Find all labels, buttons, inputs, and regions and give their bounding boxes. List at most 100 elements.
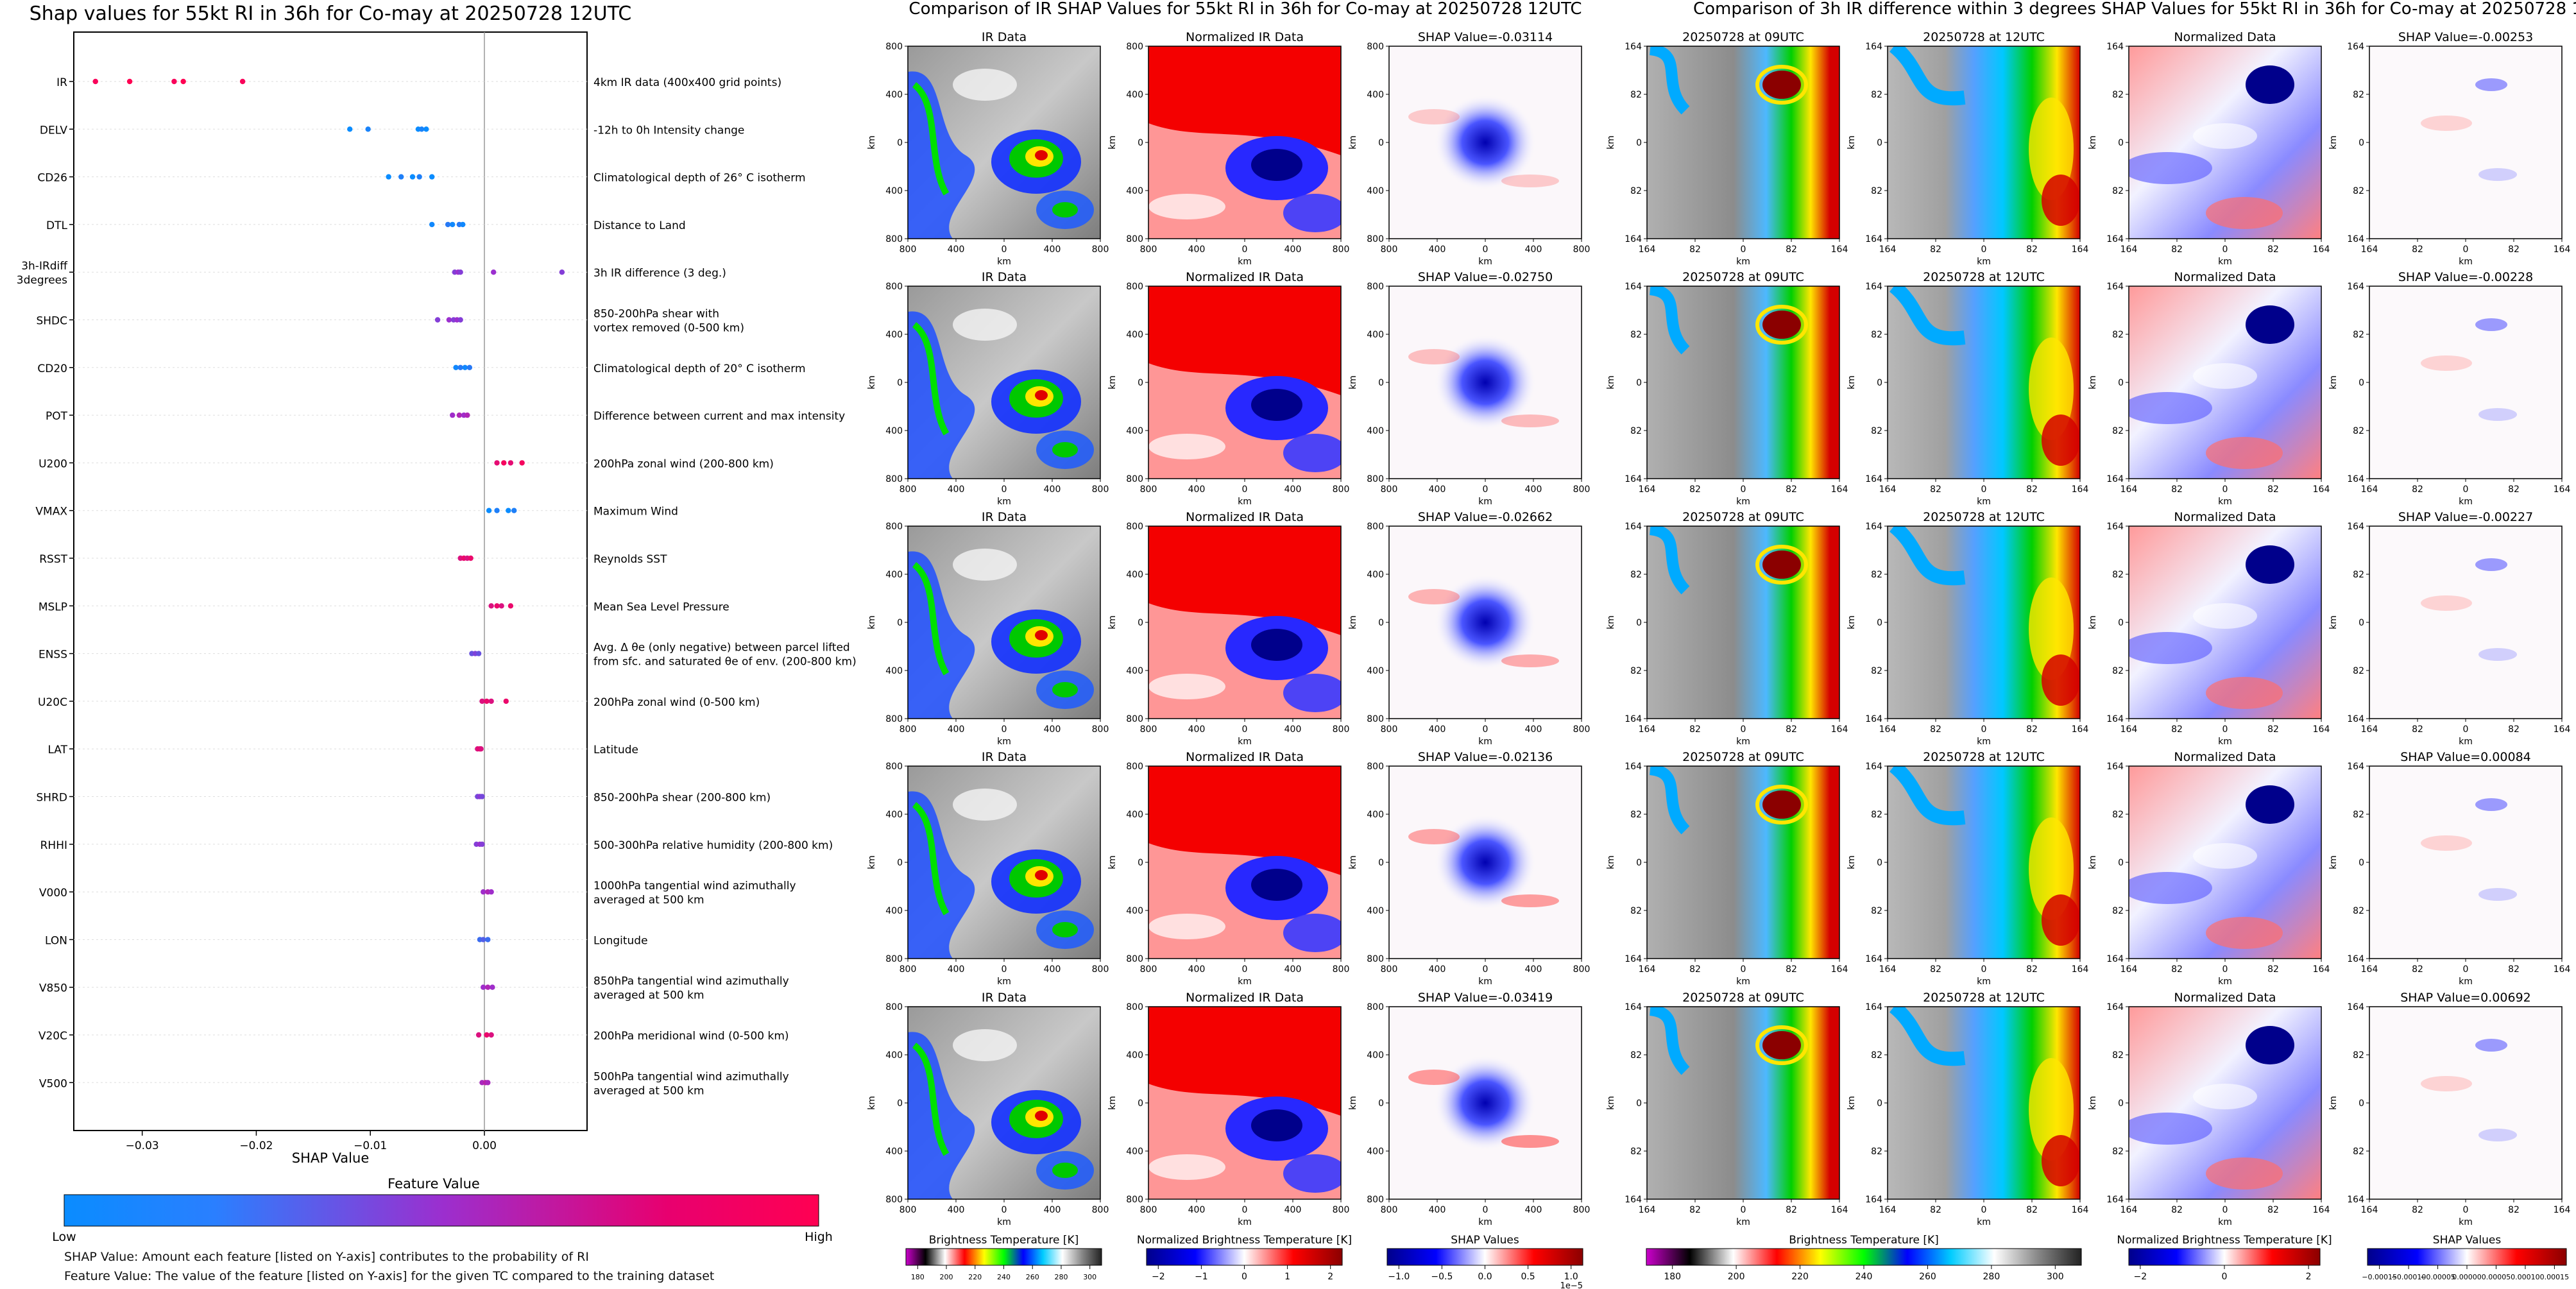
x-tick-label: 0 [1981, 484, 1987, 495]
panel-norm: Normalized IR Data8008004004000040040080… [1107, 270, 1349, 507]
colorbar-tick-label: 2 [2306, 1272, 2312, 1282]
x-tick-label: 400 [1429, 484, 1446, 495]
shap-point [456, 412, 463, 418]
panel-title: 20250728 at 09UTC [1682, 30, 1804, 44]
x-tick-label: 0 [1741, 244, 1746, 255]
y-tick-label: 164 [1865, 42, 1882, 52]
panel-image [1389, 46, 1582, 239]
y-tick-label: 164 [1865, 474, 1882, 484]
feature-description: Difference between current and max inten… [593, 410, 845, 423]
y-tick-label: 82 [2112, 666, 2124, 676]
x-axis-label: km [1977, 1217, 1991, 1227]
y-axis-label: km [1847, 135, 1857, 149]
panel-title: Normalized Data [2174, 30, 2276, 44]
y-tick-label: 0 [1138, 618, 1143, 628]
y-tick-label: 0 [1378, 138, 1384, 148]
feature-name: CD26 [37, 172, 67, 185]
x-tick-label: 400 [948, 1205, 965, 1215]
shap-summary-chart: Shap values for 55kt RI in 36h for Co-ma… [17, 3, 857, 1244]
y-tick-label: 164 [1865, 714, 1882, 724]
feature-description: 1000hPa tangential wind azimuthally [593, 880, 796, 892]
x-tick-label: 0 [1981, 244, 1987, 255]
panel-title: SHAP Value=-0.02662 [1418, 510, 1553, 524]
ir-comparison-title: Comparison of IR SHAP Values for 55kt RI… [908, 0, 1582, 19]
colorbar-tick-label: −2 [1152, 1272, 1165, 1282]
panel-shap3h: SHAP Value=0.006921641648282008282164164… [2328, 991, 2570, 1227]
x-tick-label: 82 [2171, 964, 2183, 975]
feature-description: 3h IR difference (3 deg.) [593, 267, 726, 280]
y-tick-label: 82 [1630, 570, 1642, 580]
x-tick-label: 164 [2120, 1205, 2138, 1215]
x-tick-label: 164 [1639, 1205, 1656, 1215]
y-tick-label: 0 [1636, 858, 1642, 868]
x-tick-label: 82 [2026, 1205, 2038, 1215]
feature-description: 850-200hPa shear with [593, 308, 719, 321]
colorbar-tick-label: 300 [2047, 1272, 2064, 1282]
x-axis-label: km [1736, 1217, 1750, 1227]
y-axis-label: km [1348, 1096, 1358, 1110]
panel-image [1647, 286, 1839, 479]
y-tick-label: 800 [1126, 522, 1143, 532]
colorbar-tick-label: 1.0 [1564, 1272, 1578, 1282]
panel-title: 20250728 at 12UTC [1923, 991, 2045, 1005]
feature-description: Maximum Wind [593, 506, 678, 518]
panel-title: 20250728 at 12UTC [1923, 750, 2045, 764]
y-tick-label: 800 [885, 474, 903, 484]
y-tick-label: 164 [2347, 42, 2364, 52]
low-label: Low [52, 1230, 76, 1244]
x-tick-label: 400 [1525, 964, 1542, 975]
y-tick-label: 82 [2353, 330, 2364, 340]
y-axis-label: km [2328, 375, 2339, 389]
y-tick-label: 82 [1630, 426, 1642, 436]
x-tick-label: 82 [1930, 724, 1941, 735]
x-tick-label: 0 [2222, 1205, 2228, 1215]
y-tick-label: 800 [1126, 234, 1143, 244]
feature-name: V000 [39, 887, 67, 900]
y-tick-label: 164 [1625, 1002, 1642, 1012]
y-tick-label: 164 [1865, 762, 1882, 772]
feature-name: V20C [38, 1030, 67, 1043]
x-tick-label: 400 [1188, 724, 1206, 735]
colorbar: Normalized Brightness Temperature [K] −2 0… [2117, 1234, 2332, 1282]
colorbar: Normalized Brightness Temperature [K] −2 −… [1137, 1234, 1352, 1282]
y-axis-label: km [1847, 375, 1857, 389]
y-tick-label: 800 [885, 1195, 903, 1205]
y-axis-label: km [2088, 615, 2098, 629]
x-tick-label: 800 [1092, 724, 1109, 735]
x-tick-label: 82 [2026, 484, 2038, 495]
feature-description: 200hPa zonal wind (200-800 km) [593, 457, 774, 470]
x-axis-label: km [1977, 737, 1991, 747]
panel-title: 20250728 at 09UTC [1682, 270, 1804, 284]
shap-point [409, 174, 416, 180]
y-tick-label: 164 [2347, 954, 2364, 964]
y-tick-label: 800 [885, 234, 903, 244]
shap-point [462, 364, 468, 370]
shap-point [484, 698, 490, 704]
x-tick-label: 164 [2361, 484, 2378, 495]
colorbar-label: Brightness Temperature [K] [1789, 1234, 1938, 1247]
y-tick-label: 0 [2118, 858, 2124, 868]
y-axis-label: km [1606, 135, 1616, 149]
colorbar-tick-label: 260 [1026, 1273, 1039, 1281]
feature-description: 200hPa zonal wind (0-500 km) [593, 696, 760, 709]
x-tick-label: 800 [1381, 1205, 1398, 1215]
x-tick-label: 800 [1333, 964, 1350, 975]
x-tick-label: 800 [1381, 484, 1398, 495]
x-tick-label: 164 [1639, 724, 1656, 735]
x-tick-label: 400 [1284, 244, 1302, 255]
y-axis-label: km [867, 135, 877, 149]
panel-title: Normalized IR Data [1186, 510, 1304, 524]
feature-value-colorbar [64, 1194, 819, 1227]
x-tick-label: 800 [900, 724, 917, 735]
x-tick-label: 164 [2072, 1205, 2089, 1215]
panel-t09: 20250728 at 09UTC1641648282008282164164k… [1606, 270, 1848, 507]
x-tick-label: 0 [1002, 244, 1007, 255]
panel-t09: 20250728 at 09UTC1641648282008282164164k… [1606, 510, 1848, 747]
x-axis-label: km [1736, 977, 1750, 987]
feature-name: DELV [40, 124, 67, 137]
feature-description: Avg. Δ θe (only negative) between parcel… [593, 642, 850, 654]
shap-point [465, 412, 470, 418]
y-tick-label: 800 [1367, 762, 1384, 772]
shap-point [434, 317, 441, 323]
panel-image [908, 286, 1100, 479]
